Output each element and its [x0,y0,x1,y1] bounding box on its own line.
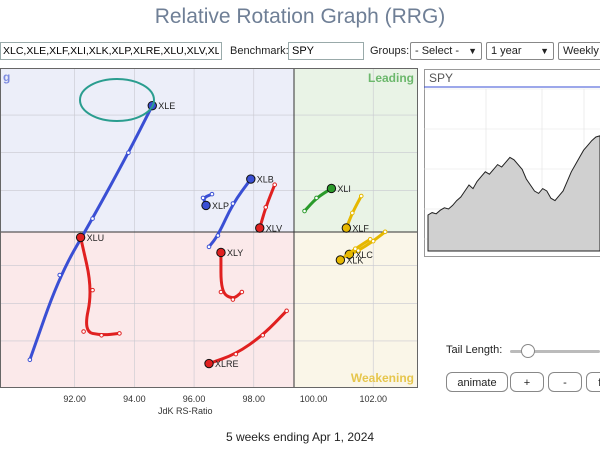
fit-button[interactable]: fi [586,372,600,392]
label-xle: XLE [158,101,175,111]
label-xli: XLI [337,184,351,194]
spy-price-area [427,135,600,252]
page-title: Relative Rotation Graph (RRG) [154,5,446,28]
frequency-select[interactable]: Weekly [558,42,600,60]
tail-point-xli [302,208,307,214]
tail-point-xly [218,289,224,295]
chevron-down-icon: ▼ [468,46,477,56]
label-xlre: XLRE [215,359,239,369]
weakening-quadrant [294,232,418,388]
tail-point-xlf [350,210,355,216]
gridlines [0,68,418,388]
groups-select[interactable]: - Select - ▼ [410,42,482,60]
x-tick-label: 98.00 [243,394,266,404]
period-select-value: 1 year [491,45,522,57]
tail-point-xlu [99,332,104,338]
label-xlb: XLB [257,175,274,185]
tail-point-xlf [358,193,364,199]
toolbar: Benchmark: Groups: - Select - ▼ 1 year ▼… [0,42,600,62]
plot-border [0,68,418,388]
tail-point-xlu [90,287,95,293]
tail-point-xly [239,289,245,295]
head-xlp[interactable] [201,200,211,211]
x-tick-label: 102.00 [359,394,387,404]
tail-point-xle [90,216,95,221]
rrg-chart[interactable]: g Leading Weakening 92.00 94.00 96.00 98.00… [0,68,420,420]
benchmark-input[interactable] [288,42,364,60]
zoom-in-button[interactable]: + [510,372,544,392]
tail-point-xlre [260,332,266,338]
tail-point-xlb [206,244,212,250]
x-axis-label: JdK RS-Ratio [158,406,213,416]
groups-select-value: - Select - [415,45,460,57]
tail-point-xlb [215,233,221,238]
tail-point-xle [27,357,33,363]
head-xlu[interactable] [75,232,86,243]
head-xly[interactable] [216,247,226,258]
highlight-ellipse [79,78,155,122]
lagging-partial-label: g [3,70,10,84]
zoom-out-button[interactable]: - [548,372,582,392]
tail-point-xlk [367,236,373,242]
tail-point-xli [314,195,319,201]
x-axis-ticks: 92.00 94.00 96.00 98.00 100.00 102.00 [63,394,387,404]
frequency-select-value: Weekly [563,45,599,57]
weakening-label: Weakening [351,371,414,385]
tail-point-xlv [263,204,269,210]
tail-point-xle [57,272,63,278]
tail-point-xlre [284,308,289,314]
tail-point-xle [126,150,131,156]
spy-label: SPY [429,71,453,85]
benchmark-label: Benchmark: [230,45,289,57]
tail-point-xlb [230,201,236,206]
tail-xle [28,104,154,362]
head-xlv[interactable] [255,223,265,233]
tail-point-xlc [382,229,388,235]
tail-point-xlu [81,329,86,334]
tail-point-xlu [117,331,122,336]
head-xlb[interactable] [246,174,256,184]
chevron-down-icon: ▼ [540,46,549,56]
spy-panel: SPY JulOct2 [424,69,600,257]
tail-length-slider-knob[interactable] [521,344,535,358]
tail-point-xlk [353,246,358,252]
tail-length-slider[interactable] [510,350,600,353]
tail-xlu [79,235,121,337]
label-xlf: XLF [352,224,369,234]
lagging-quadrant [0,232,294,388]
tickers-input[interactable] [0,42,222,60]
animate-button[interactable]: animate [446,372,508,392]
improving-quadrant [0,68,294,232]
tail-point-xly [230,297,236,302]
tail-point-xlv [272,182,277,188]
x-tick-label: 96.00 [183,394,206,404]
tail-point-xlp [200,195,206,201]
head-xlf[interactable] [341,223,352,233]
label-xlk: XLK [346,256,363,266]
period-select[interactable]: 1 year ▼ [486,42,554,60]
x-tick-label: 94.00 [123,394,146,404]
tail-point-xlre [233,351,239,357]
tail-point-xlp [209,191,215,197]
label-xly: XLY [227,248,243,258]
head-xlk[interactable] [335,255,346,265]
head-xlre[interactable] [204,358,214,369]
label-xlu: XLU [87,233,105,243]
head-xli[interactable] [326,183,337,194]
leading-label: Leading [368,71,414,85]
footer-date: 5 weeks ending Apr 1, 2024 [225,430,375,444]
bottom-controls: Tail Length: animate + - fi [440,340,600,400]
label-xlp: XLP [212,201,229,211]
groups-label: Groups: [370,45,410,57]
x-tick-label: 100.00 [300,394,328,404]
label-xlv: XLV [266,224,282,234]
x-tick-label: 92.00 [63,394,86,404]
label-xlc: XLC [355,250,373,260]
tail-length-label: Tail Length: [446,344,503,356]
